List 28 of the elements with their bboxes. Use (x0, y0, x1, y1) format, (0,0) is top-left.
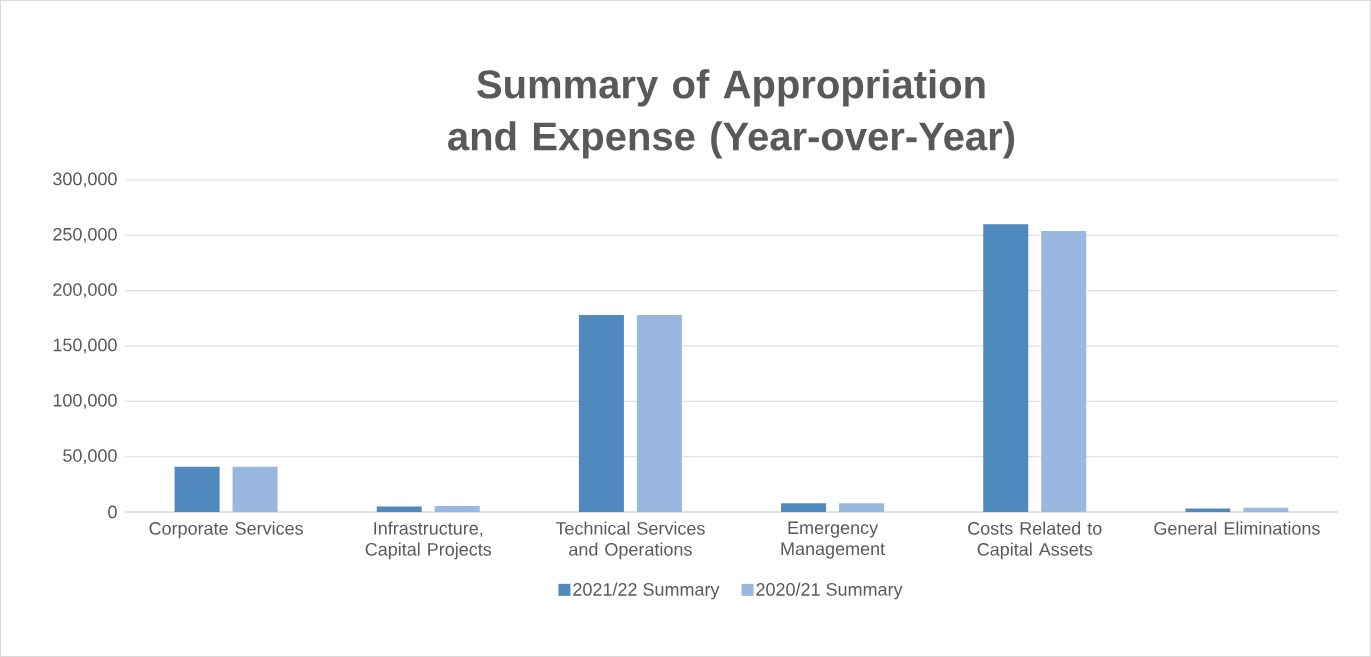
bar (781, 503, 827, 512)
y-tick-label: 150,000 (53, 338, 117, 354)
y-tick-label: 100,000 (53, 393, 117, 409)
x-tick-label: Emergency Management (781, 521, 885, 559)
y-tick-label: 0 (108, 505, 117, 519)
bar (983, 224, 1029, 512)
x-tick-label: Costs Related to Capital Assets (968, 521, 1102, 560)
x-tick-label: Technical Services and Operations (555, 521, 705, 560)
bar (1243, 507, 1289, 512)
y-tick-label: 200,000 (53, 283, 117, 299)
x-tick-label: General Eliminations (1154, 521, 1320, 535)
bar (434, 506, 480, 512)
chart-title: Summary of Appropriation and Expense (Year-over-Year) (448, 69, 1015, 159)
bar (376, 506, 422, 512)
x-tick-label: Corporate Services (149, 521, 303, 539)
bar (174, 466, 220, 512)
y-tick-label: 300,000 (53, 172, 117, 188)
bar (1185, 508, 1231, 512)
bar (636, 315, 682, 512)
bar (1041, 230, 1087, 512)
x-tick-label: Infrastructure, Capital Projects (365, 521, 492, 560)
legend-label: 2021/22 Summary (573, 582, 720, 600)
legend-label: 2020/21 Summary (756, 582, 903, 600)
bar (578, 315, 624, 512)
bar (839, 503, 885, 512)
y-tick-label: 50,000 (63, 449, 117, 465)
bar (232, 466, 278, 512)
y-tick-label: 250,000 (53, 227, 117, 243)
